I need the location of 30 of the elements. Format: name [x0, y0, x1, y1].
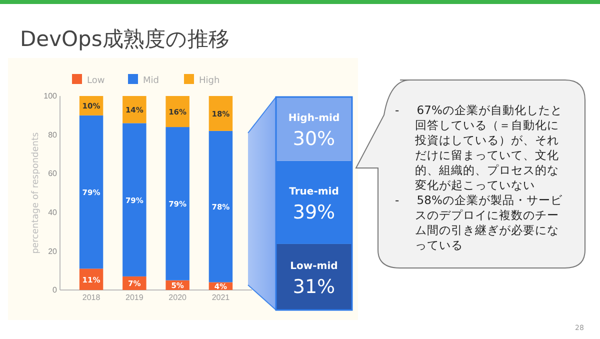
data-label: 30% — [292, 128, 336, 150]
x-tick-label: 2018 — [82, 293, 101, 302]
category-label: Low-mid — [290, 260, 338, 272]
bar — [208, 96, 233, 131]
bar — [122, 123, 146, 276]
y-tick-label: 0 — [52, 286, 58, 295]
text: - 67%の企業が自動化したと回答している（＝自動化に投資はしている）が、それだけに留まっていて、文化的、組織的、プロセス的な変化が起こっていない — [395, 103, 564, 193]
category-label: True-mid — [289, 186, 339, 198]
y-tick-label: 60 — [48, 169, 58, 178]
legend-label: Low — [87, 76, 105, 86]
text: - 58%の企業が製品・サービスのデプロイに複数のチーム間の引き継ぎが必要になっている — [395, 193, 564, 253]
data-label: 31% — [292, 276, 336, 298]
legend-label: Mid — [143, 76, 159, 86]
y-tick-label: 100 — [44, 92, 58, 101]
data-label: 39% — [292, 201, 336, 224]
y-tick-label: 40 — [48, 208, 58, 217]
x-tick-label: 2019 — [126, 293, 144, 302]
y-tick-label: 80 — [48, 130, 58, 140]
bar — [208, 130, 233, 282]
bar — [122, 96, 146, 124]
legend-label: High — [199, 76, 220, 86]
x-tick-label: 2021 — [212, 293, 230, 302]
y-tick-label: 20 — [48, 246, 58, 256]
bar — [166, 96, 190, 128]
y-axis-title: percentage of respondents — [31, 132, 41, 254]
chart-title: DevOps成熟度の推移 — [20, 27, 230, 51]
category-label: High-mid — [288, 112, 340, 124]
x-tick-label: 2020 — [168, 293, 188, 302]
bar — [166, 127, 190, 280]
bar — [79, 115, 104, 269]
